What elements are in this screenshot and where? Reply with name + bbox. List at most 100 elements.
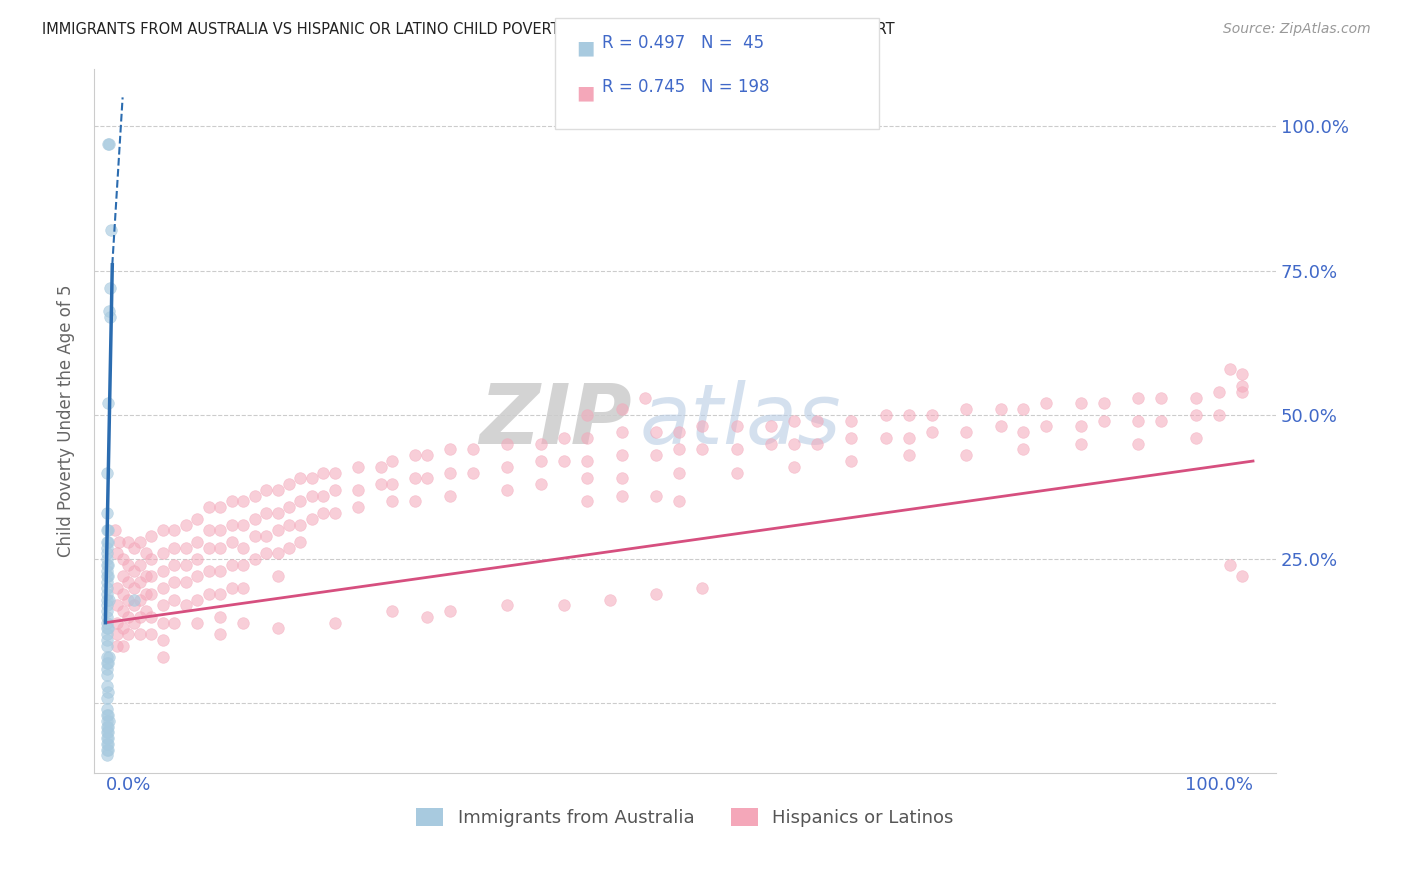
Point: [232, 517, 254, 532]
Point: [97, 622, 120, 636]
Point: [97, 592, 120, 607]
Point: [439, 466, 461, 480]
Point: [1184, 431, 1206, 445]
Point: [610, 402, 633, 417]
Point: [186, 592, 208, 607]
Point: [232, 581, 254, 595]
Point: [416, 471, 439, 485]
Point: [128, 592, 150, 607]
Point: [105, 581, 128, 595]
Point: [163, 615, 186, 630]
Point: [108, 534, 131, 549]
Point: [174, 575, 197, 590]
Point: [97, 725, 120, 739]
Point: [955, 425, 977, 440]
Point: [370, 477, 392, 491]
Point: [439, 604, 461, 618]
Point: [128, 575, 150, 590]
Point: [323, 615, 346, 630]
Point: [301, 512, 323, 526]
Point: [141, 552, 163, 566]
Point: [254, 529, 277, 543]
Point: [610, 425, 633, 440]
Point: [841, 454, 863, 468]
Point: [174, 517, 197, 532]
Point: [96, 650, 118, 665]
Point: [209, 524, 232, 538]
Point: [96, 610, 118, 624]
Point: [152, 650, 174, 665]
Point: [1230, 569, 1253, 583]
Point: [186, 615, 208, 630]
Point: [266, 622, 288, 636]
Point: [783, 459, 806, 474]
Point: [668, 425, 690, 440]
Point: [1070, 419, 1092, 434]
Point: [576, 408, 599, 422]
Point: [97, 731, 120, 745]
Point: [759, 419, 782, 434]
Point: [645, 489, 668, 503]
Point: [96, 656, 118, 670]
Point: [1150, 391, 1173, 405]
Point: [232, 615, 254, 630]
Point: [690, 581, 713, 595]
Point: [381, 604, 404, 618]
Point: [232, 494, 254, 508]
Text: atlas: atlas: [640, 380, 842, 461]
Point: [1230, 384, 1253, 399]
Point: [197, 541, 219, 555]
Point: [278, 500, 301, 515]
Point: [645, 425, 668, 440]
Point: [1150, 414, 1173, 428]
Point: [209, 564, 232, 578]
Point: [209, 587, 232, 601]
Point: [152, 524, 174, 538]
Point: [921, 425, 943, 440]
Point: [266, 546, 288, 560]
Text: R = 0.497   N =  45: R = 0.497 N = 45: [602, 34, 763, 52]
Point: [96, 720, 118, 734]
Point: [152, 632, 174, 647]
Point: [96, 575, 118, 590]
Point: [290, 517, 312, 532]
Point: [290, 471, 312, 485]
Point: [347, 459, 370, 474]
Point: [1035, 419, 1057, 434]
Point: [105, 615, 128, 630]
Point: [990, 402, 1012, 417]
Point: [209, 610, 232, 624]
Point: [128, 558, 150, 572]
Point: [97, 685, 120, 699]
Point: [610, 489, 633, 503]
Point: [117, 575, 139, 590]
Point: [610, 471, 633, 485]
Point: [152, 546, 174, 560]
Point: [576, 494, 599, 508]
Text: IMMIGRANTS FROM AUSTRALIA VS HISPANIC OR LATINO CHILD POVERTY UNDER THE AGE OF 5: IMMIGRANTS FROM AUSTRALIA VS HISPANIC OR…: [42, 22, 894, 37]
Point: [97, 396, 120, 410]
Point: [897, 408, 920, 422]
Point: [209, 541, 232, 555]
Point: [243, 529, 266, 543]
Point: [209, 500, 232, 515]
Point: [141, 627, 163, 641]
Point: [1012, 402, 1035, 417]
Point: [96, 632, 118, 647]
Point: [759, 436, 782, 450]
Point: [197, 564, 219, 578]
Point: [152, 564, 174, 578]
Point: [416, 448, 439, 462]
Point: [1012, 442, 1035, 457]
Point: [97, 569, 120, 583]
Point: [111, 622, 134, 636]
Point: [404, 448, 426, 462]
Point: [141, 587, 163, 601]
Point: [806, 436, 828, 450]
Text: ■: ■: [576, 38, 595, 57]
Point: [1092, 396, 1115, 410]
Point: [1128, 391, 1150, 405]
Point: [243, 512, 266, 526]
Point: [221, 494, 243, 508]
Point: [111, 569, 134, 583]
